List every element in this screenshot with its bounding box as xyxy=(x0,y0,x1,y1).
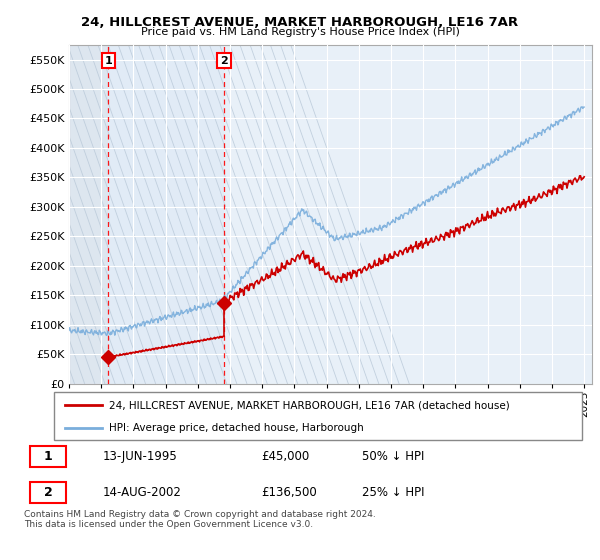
FancyBboxPatch shape xyxy=(29,446,66,467)
Text: 24, HILLCREST AVENUE, MARKET HARBOROUGH, LE16 7AR (detached house): 24, HILLCREST AVENUE, MARKET HARBOROUGH,… xyxy=(109,400,510,410)
Text: £136,500: £136,500 xyxy=(261,486,317,499)
Text: 1: 1 xyxy=(44,450,52,463)
Text: Contains HM Land Registry data © Crown copyright and database right 2024.
This d: Contains HM Land Registry data © Crown c… xyxy=(24,510,376,529)
Text: 1: 1 xyxy=(104,55,112,66)
Bar xyxy=(69,45,109,384)
Bar xyxy=(109,45,224,384)
Text: 25% ↓ HPI: 25% ↓ HPI xyxy=(362,486,425,499)
Text: 2: 2 xyxy=(44,486,52,499)
FancyBboxPatch shape xyxy=(54,392,582,440)
Text: 24, HILLCREST AVENUE, MARKET HARBOROUGH, LE16 7AR: 24, HILLCREST AVENUE, MARKET HARBOROUGH,… xyxy=(82,16,518,29)
Text: 2: 2 xyxy=(220,55,228,66)
Text: 13-JUN-1995: 13-JUN-1995 xyxy=(103,450,178,463)
Text: £45,000: £45,000 xyxy=(261,450,309,463)
Text: 50% ↓ HPI: 50% ↓ HPI xyxy=(362,450,425,463)
Text: 14-AUG-2002: 14-AUG-2002 xyxy=(103,486,182,499)
Text: Price paid vs. HM Land Registry's House Price Index (HPI): Price paid vs. HM Land Registry's House … xyxy=(140,27,460,37)
FancyBboxPatch shape xyxy=(29,482,66,503)
Text: HPI: Average price, detached house, Harborough: HPI: Average price, detached house, Harb… xyxy=(109,423,364,433)
